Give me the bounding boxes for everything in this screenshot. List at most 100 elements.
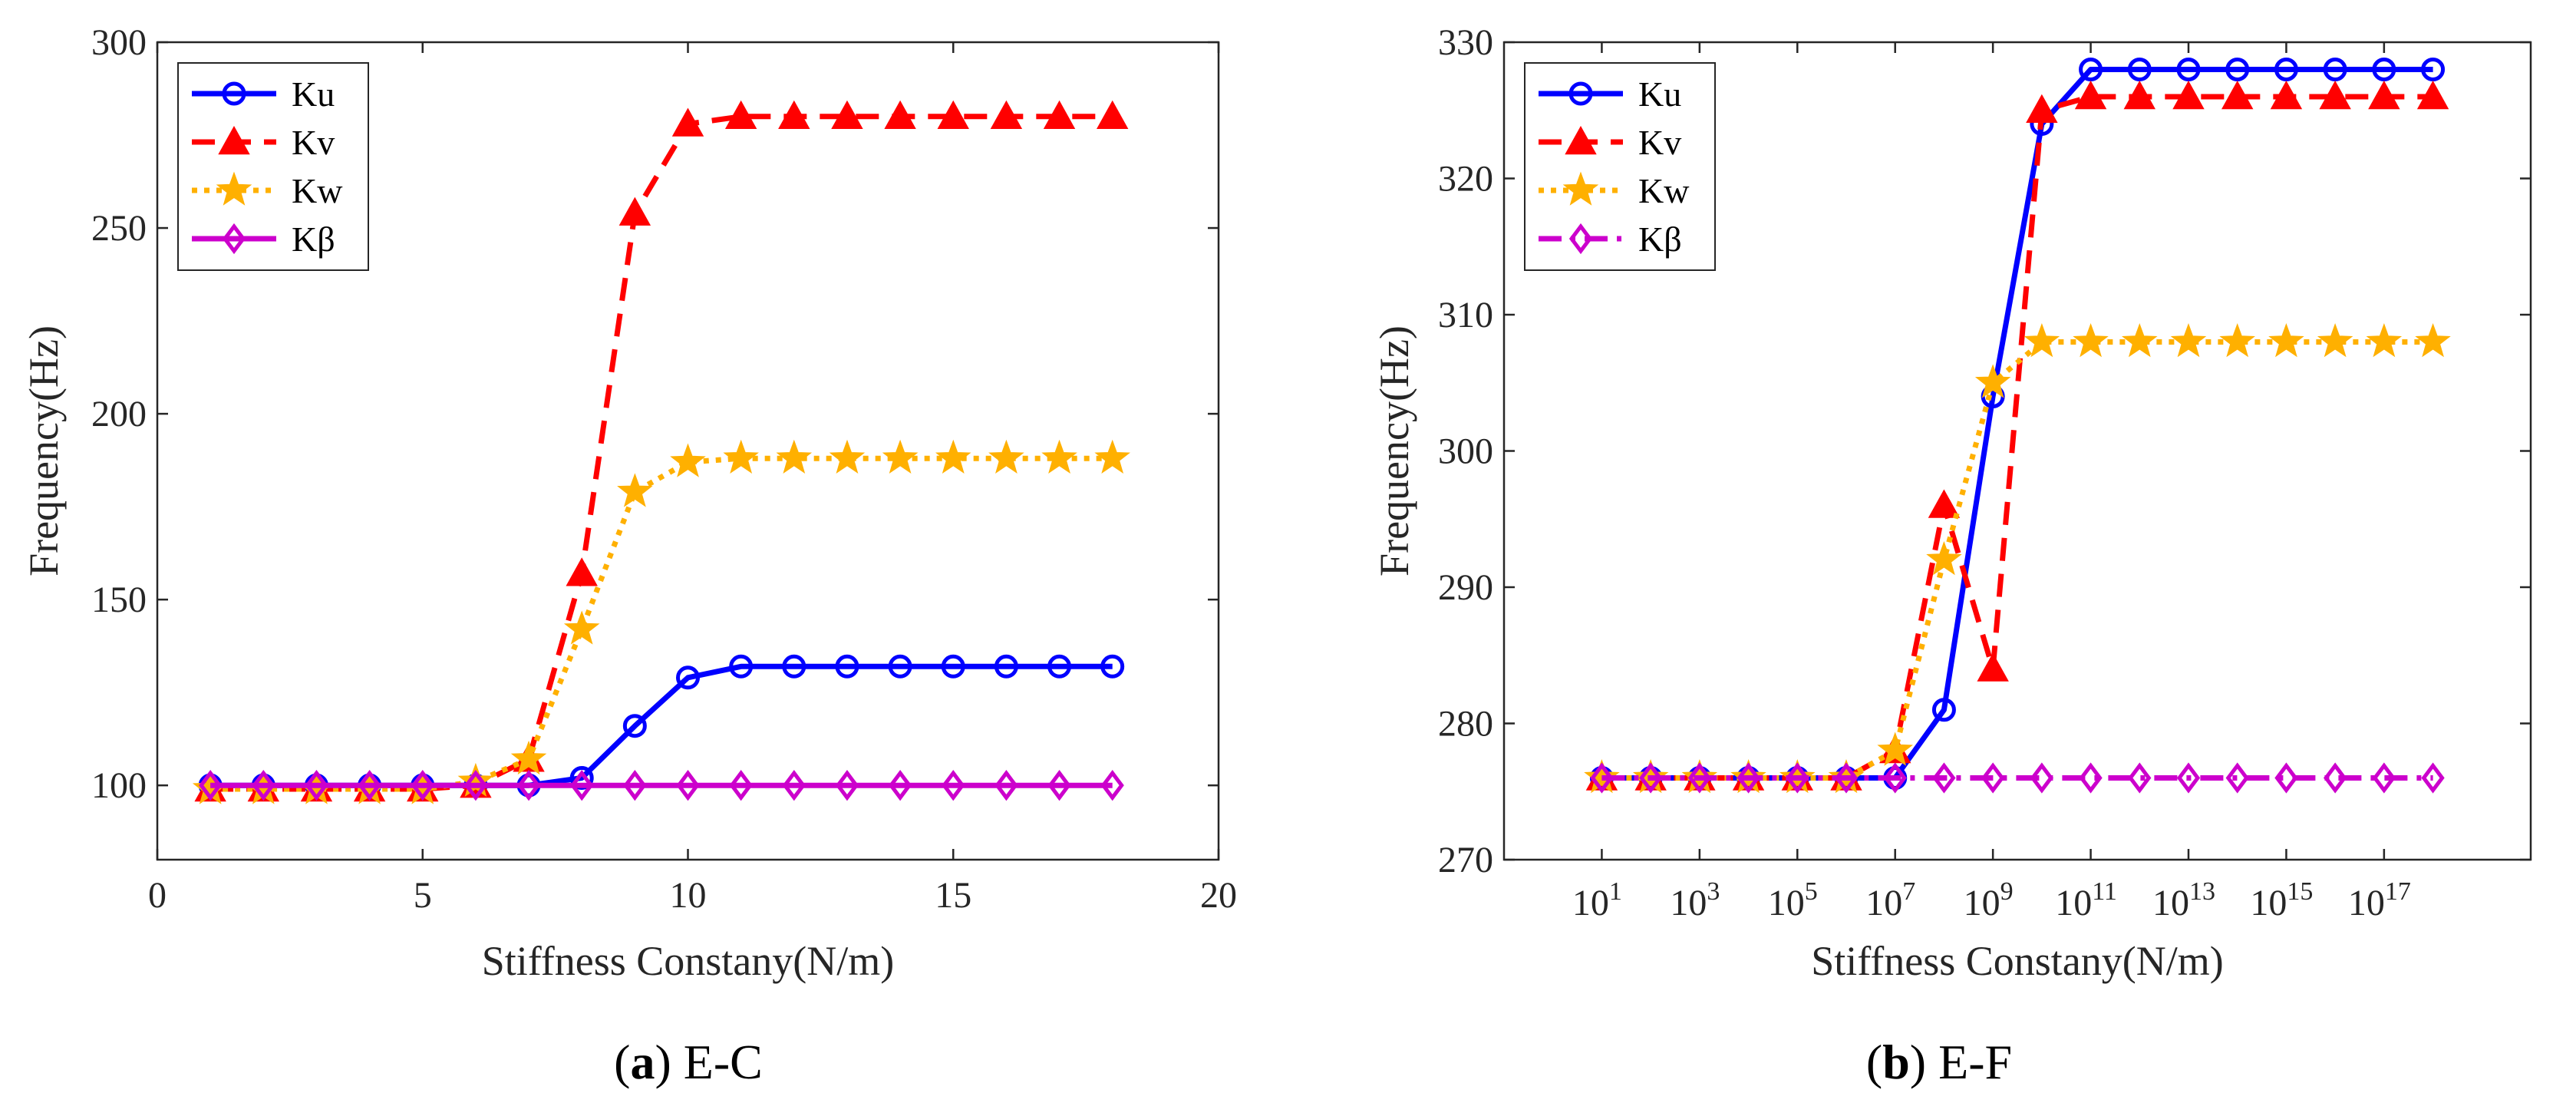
y-tick-label: 330 (1438, 22, 1493, 63)
data-point-kv (990, 100, 1023, 130)
legend-marker-kv (1565, 125, 1597, 155)
legend-box (1524, 62, 1716, 271)
data-point-ku (1047, 654, 1072, 679)
data-point-ku (2079, 58, 2103, 81)
data-point-kw (1974, 364, 2011, 398)
data-point-kv (937, 100, 969, 130)
panel-b-chart: 270 280 290 300 310 320 330 101 103 105 107 109 1011… (1371, 22, 2532, 984)
data-point-kbeta (2176, 762, 2201, 794)
legend-label-kw: Kw (292, 171, 343, 210)
x-tick-label: 15 (935, 875, 971, 916)
data-point-kbeta (1834, 762, 1859, 794)
data-point-ku (2323, 58, 2347, 81)
data-point-kw (2415, 323, 2451, 358)
data-point-kbeta (1981, 762, 2005, 794)
data-point-kv (2172, 80, 2205, 110)
x-axis-label: Stiffness Constany(N/m) (482, 938, 895, 984)
x-tick-label: 20 (1200, 875, 1237, 916)
data-point-kbeta (252, 770, 275, 801)
data-point-kbeta (358, 770, 381, 801)
legend-marker-kv (218, 125, 250, 155)
data-point-ku (782, 654, 806, 679)
data-point-kv (2319, 80, 2351, 110)
legend: Ku Kv Kw Kβ (1524, 62, 1716, 271)
data-point-kw (2317, 323, 2353, 358)
data-point-kbeta (2372, 762, 2396, 794)
legend-marker-kw (216, 171, 252, 206)
data-point-kw (1041, 439, 1077, 474)
data-point-kbeta (676, 770, 700, 801)
y-tick-label: 200 (91, 394, 147, 434)
data-point-kbeta (463, 770, 488, 801)
data-point-kbeta (782, 770, 806, 801)
data-point-kbeta (1687, 762, 1711, 794)
x-tick-label: 1017 (2348, 877, 2411, 923)
data-point-kw (670, 443, 706, 477)
data-point-kbeta (2128, 762, 2152, 794)
data-point-kv (1043, 100, 1076, 130)
y-tick-label: 250 (91, 208, 147, 249)
x-axis-label: Stiffness Constany(N/m) (1811, 938, 2224, 984)
legend-label-ku: Ku (292, 74, 335, 114)
data-point-kbeta (1100, 770, 1124, 801)
data-point-kv (2270, 80, 2303, 110)
data-point-kv (778, 100, 810, 130)
y-axis-label: Frequency(Hz) (21, 325, 67, 576)
data-point-ku (994, 654, 1018, 679)
data-point-kbeta (2421, 762, 2445, 794)
data-point-kw (1877, 731, 1913, 766)
data-point-kbeta (1932, 762, 1956, 794)
data-point-kbeta (411, 770, 434, 801)
series-kbeta (1590, 762, 2445, 794)
data-point-kw (1926, 541, 1962, 576)
data-point-kbeta (623, 770, 647, 801)
series-kbeta (199, 770, 1124, 801)
legend-label-kv: Kv (1638, 123, 1681, 162)
data-point-kbeta (1639, 762, 1663, 794)
data-point-kbeta (1590, 762, 1614, 794)
data-point-kv (2221, 80, 2254, 110)
x-tick-label: 1013 (2152, 877, 2215, 923)
data-point-ku (2421, 58, 2446, 81)
legend-marker-kw (1562, 171, 1599, 206)
y-tick-label: 300 (91, 22, 147, 63)
x-tick-label: 1011 (2055, 877, 2117, 923)
data-point-ku (2176, 58, 2201, 81)
legend-label-kbeta: Kβ (1638, 220, 1682, 259)
data-point-kbeta (888, 770, 912, 801)
data-point-kw (457, 762, 494, 798)
data-point-kv (1928, 489, 1961, 518)
legend-label-ku: Ku (1638, 74, 1681, 114)
y-tick-label: 150 (91, 580, 147, 620)
data-point-ku (2225, 58, 2250, 81)
data-point-kw (2268, 323, 2304, 358)
data-point-kw (2219, 323, 2255, 358)
data-point-ku (888, 654, 912, 679)
data-point-kv (1977, 652, 2009, 682)
x-tick-label: 107 (1865, 877, 1915, 923)
data-point-kw (1094, 439, 1130, 474)
data-point-kv (618, 196, 651, 226)
x-tick-label: 10 (670, 875, 707, 916)
data-point-kv (831, 100, 863, 130)
data-point-kw (2073, 323, 2109, 358)
x-tick-label: 103 (1670, 877, 1720, 923)
data-point-kv (566, 557, 598, 586)
data-point-kbeta (1786, 762, 1809, 794)
data-point-kbeta (2274, 762, 2298, 794)
data-point-kw (2170, 323, 2207, 358)
data-point-kv (2123, 80, 2155, 110)
data-point-kv (2074, 80, 2107, 110)
data-point-kv (2416, 80, 2449, 110)
data-point-kbeta (1047, 770, 1071, 801)
x-tick-label: 1015 (2250, 877, 2313, 923)
data-point-kv (671, 107, 704, 137)
data-point-kbeta (305, 770, 328, 801)
data-point-ku (2372, 58, 2396, 81)
data-point-ku (729, 654, 754, 679)
y-tick-label: 100 (91, 765, 147, 806)
data-point-kw (2122, 323, 2158, 358)
y-tick-label: 310 (1438, 295, 1493, 335)
data-point-kbeta (835, 770, 859, 801)
series-kw (192, 439, 1130, 804)
